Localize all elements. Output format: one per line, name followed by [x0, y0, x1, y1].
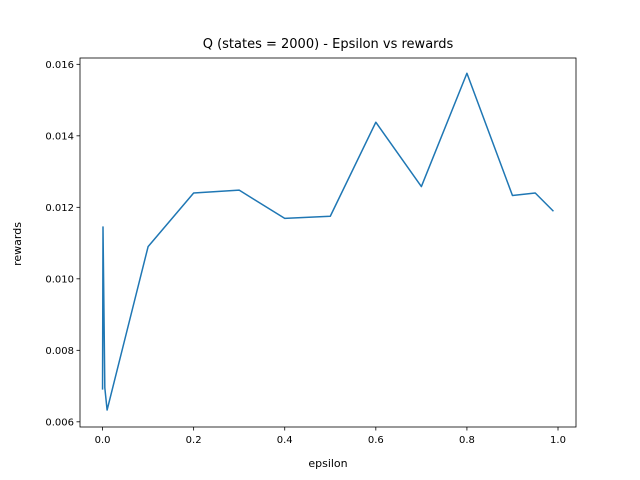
x-tick-label: 0.6 [368, 435, 384, 446]
chart-title: Q (states = 2000) - Epsilon vs rewards [203, 37, 454, 52]
x-tick-label: 0.0 [95, 435, 111, 446]
y-axis-label: rewards [11, 222, 24, 266]
x-tick-label: 0.8 [459, 435, 475, 446]
y-tick-label: 0.014 [45, 131, 74, 142]
x-tick-label: 0.4 [277, 435, 293, 446]
y-tick-label: 0.008 [45, 346, 74, 357]
y-tick-label: 0.010 [45, 274, 74, 285]
y-tick-label: 0.006 [45, 417, 74, 428]
y-tick-label: 0.012 [45, 203, 74, 214]
x-tick-label: 1.0 [550, 435, 566, 446]
axes-frame [79, 57, 577, 428]
x-tick-label: 0.2 [186, 435, 202, 446]
y-tick-label: 0.016 [45, 60, 74, 71]
x-axis-label: epsilon [308, 457, 347, 470]
